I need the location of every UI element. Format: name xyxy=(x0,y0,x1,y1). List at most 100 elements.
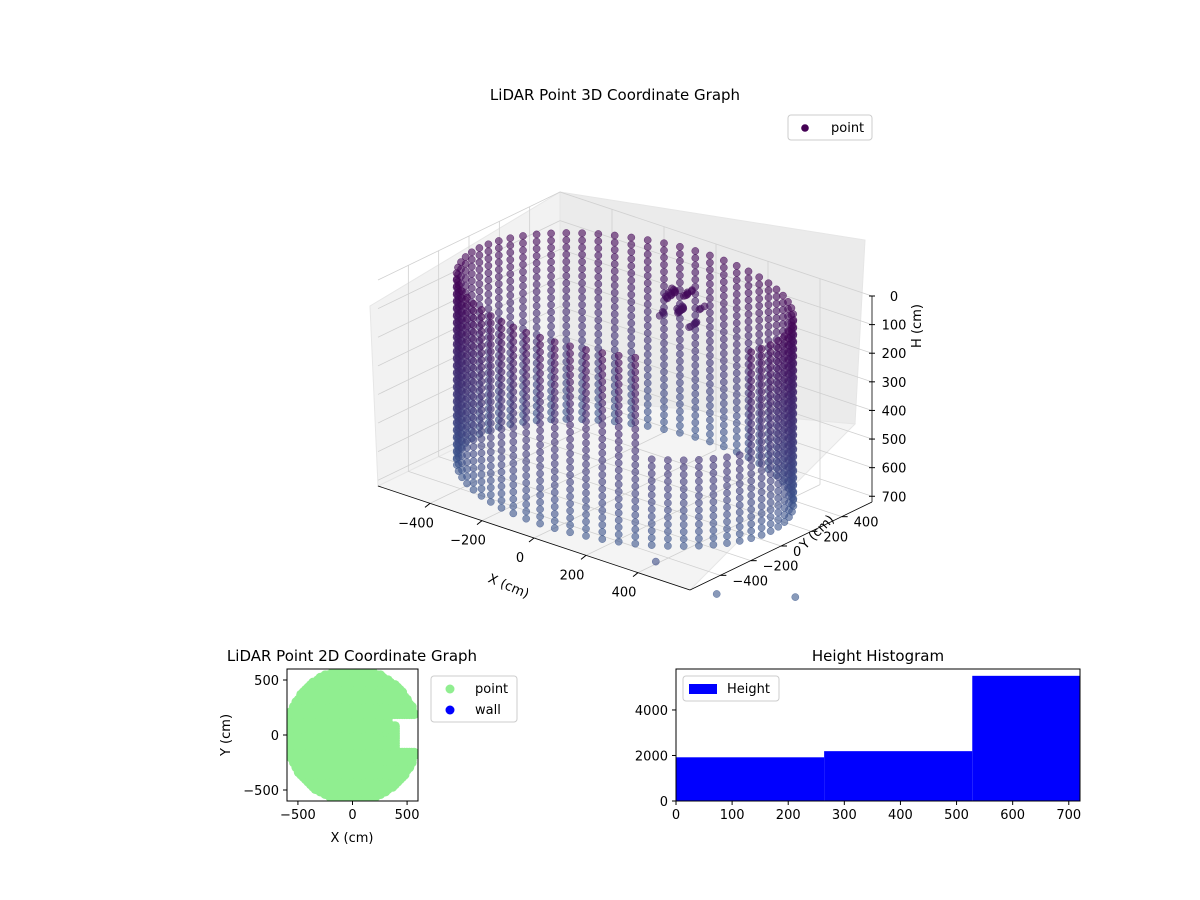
point-3d xyxy=(522,514,531,523)
point-3d xyxy=(764,322,773,331)
point-3d xyxy=(578,336,586,345)
point-3d xyxy=(709,533,718,542)
point-3d xyxy=(519,296,527,305)
point-3d xyxy=(578,300,586,309)
point-3d xyxy=(660,246,668,255)
point-3d xyxy=(522,486,531,494)
point-3d xyxy=(631,525,640,534)
point-3d xyxy=(463,315,471,323)
point-3d xyxy=(522,335,531,344)
point-3d xyxy=(519,253,527,262)
point-3d xyxy=(547,322,555,331)
point-3d xyxy=(757,466,766,475)
point-3d xyxy=(598,406,607,415)
point-3d xyxy=(463,443,471,452)
point-3d xyxy=(477,348,486,357)
point-3d xyxy=(706,366,714,374)
point-3d xyxy=(566,356,574,365)
point-3d xyxy=(614,466,623,474)
point-3d xyxy=(509,366,518,375)
point-3d xyxy=(627,333,636,342)
point-3d xyxy=(610,253,619,261)
point-3d xyxy=(486,326,495,335)
point-3d xyxy=(676,357,684,366)
point-3d xyxy=(477,427,486,436)
point-3d xyxy=(509,452,518,460)
point-3d xyxy=(676,414,684,423)
point-3d xyxy=(631,453,640,462)
point-3d xyxy=(676,328,684,337)
point-3d xyxy=(774,379,783,388)
point-3d xyxy=(610,288,619,297)
point-3d xyxy=(477,377,486,386)
point-3d xyxy=(709,497,718,506)
point-3d xyxy=(774,372,783,381)
point-3d xyxy=(719,278,728,286)
point-3d xyxy=(614,494,623,503)
point-3d xyxy=(506,291,515,300)
point-3d xyxy=(486,390,495,399)
point-3d xyxy=(578,229,586,238)
points-2d xyxy=(287,669,418,801)
x-tick-3d xyxy=(424,502,431,508)
point-3d xyxy=(598,413,607,422)
point-3d xyxy=(506,270,515,278)
point-3d xyxy=(744,310,753,319)
point-3d xyxy=(550,388,559,397)
point-3d xyxy=(719,428,728,436)
point-3d xyxy=(757,516,766,525)
hist-bar xyxy=(676,757,825,801)
point-3d xyxy=(766,355,775,364)
x-tick-3d xyxy=(580,554,587,560)
point-3d xyxy=(764,279,773,288)
point-3d xyxy=(519,260,527,269)
point-3d xyxy=(719,378,728,386)
point-3d xyxy=(723,532,731,540)
point-3d xyxy=(755,323,764,332)
point-3d xyxy=(757,402,766,410)
point-3d xyxy=(719,342,728,351)
point-3d xyxy=(477,420,486,429)
point-3d xyxy=(643,400,652,409)
point-3d xyxy=(536,441,544,449)
point-3d xyxy=(578,243,586,252)
point-3d xyxy=(463,307,471,316)
x-tick-label-3d: 200 xyxy=(560,568,585,583)
point-3d xyxy=(497,475,506,484)
point-3d xyxy=(614,516,623,525)
point-3d xyxy=(744,296,753,304)
point-3d xyxy=(550,438,559,447)
point-3d xyxy=(691,375,700,384)
point-3d xyxy=(550,345,559,354)
plot3d-title: LiDAR Point 3D Coordinate Graph xyxy=(490,86,740,104)
point-3d xyxy=(547,329,555,338)
point-3d xyxy=(547,301,555,309)
point-3d xyxy=(497,489,506,498)
x-tick-label-hist: 300 xyxy=(832,808,857,823)
point-3d xyxy=(582,381,590,390)
point-3d xyxy=(732,261,741,270)
point-3d xyxy=(578,265,586,273)
point-3d xyxy=(484,304,493,313)
point-3d xyxy=(676,386,684,394)
point-3d xyxy=(735,451,744,459)
point-3d xyxy=(735,465,744,474)
y-tick-label-hist: 2000 xyxy=(635,749,668,764)
point-3d xyxy=(594,330,603,339)
point-3d xyxy=(494,258,503,267)
point-3d xyxy=(695,498,703,507)
point-3d xyxy=(475,251,484,260)
point-3d xyxy=(732,354,741,363)
z-tick-label-3d: 700 xyxy=(882,490,907,505)
point-3d xyxy=(509,459,518,468)
point-3d xyxy=(709,505,718,513)
point-3d xyxy=(706,280,714,288)
point-3d xyxy=(676,250,684,258)
point-3d xyxy=(497,425,506,433)
point-3d xyxy=(664,456,672,464)
point-3d xyxy=(614,351,623,360)
x-tick-label-hist: 600 xyxy=(1000,808,1025,823)
point-3d xyxy=(706,416,714,424)
point-3d xyxy=(522,343,531,351)
point-3d xyxy=(536,505,544,514)
